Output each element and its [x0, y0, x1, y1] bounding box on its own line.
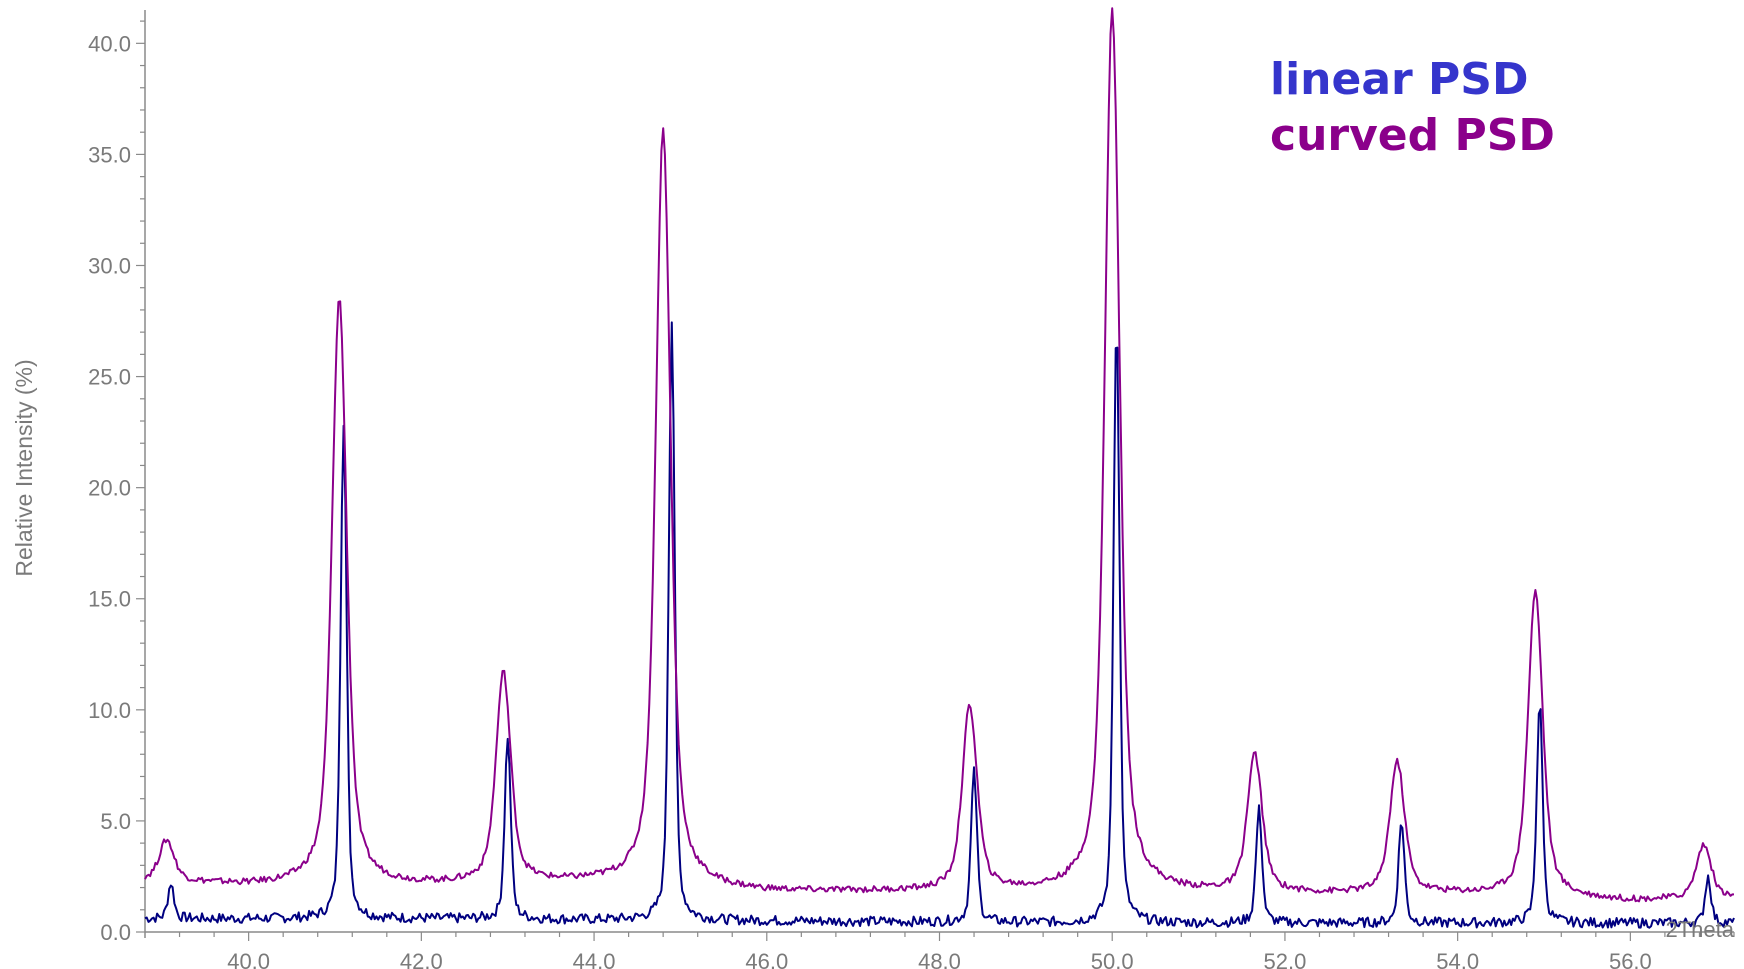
- x-tick-label: 54.0: [1436, 949, 1479, 969]
- x-tick-label: 46.0: [745, 949, 788, 969]
- x-tick-label: 56.0: [1609, 949, 1652, 969]
- legend-curved-psd: curved PSD: [1270, 110, 1555, 161]
- y-tick-label: 20.0: [88, 476, 131, 501]
- y-tick-label: 5.0: [100, 809, 131, 834]
- x-tick-label: 52.0: [1264, 949, 1307, 969]
- series-line-linear-psd: [144, 321, 1735, 929]
- y-tick-label: 10.0: [88, 698, 131, 723]
- y-tick-label: 40.0: [88, 31, 131, 56]
- x-tick-label: 50.0: [1091, 949, 1134, 969]
- legend: linear PSD curved PSD: [1270, 52, 1555, 164]
- x-tick-label: 40.0: [227, 949, 270, 969]
- x-tick-label: 44.0: [573, 949, 616, 969]
- x-tick-label: 48.0: [918, 949, 961, 969]
- legend-linear-psd: linear PSD: [1270, 54, 1529, 105]
- axes: 0.0 5.0 10.0 15.0 20.0 25.0 30.0 35.0 40.0 40.0 42…: [88, 10, 1735, 969]
- y-tick-label: 15.0: [88, 587, 131, 612]
- series-line-curved-psd: [144, 7, 1734, 903]
- x-tick-label: 42.0: [400, 949, 443, 969]
- series-layer: [144, 7, 1735, 929]
- y-tick-label: 35.0: [88, 142, 131, 167]
- y-tick-label: 0.0: [100, 920, 131, 945]
- y-tick-label: 25.0: [88, 365, 131, 390]
- y-axis-title: Relative Intensity (%): [11, 359, 37, 576]
- y-tick-label: 30.0: [88, 253, 131, 278]
- x-axis-title: 2Theta: [1666, 917, 1735, 942]
